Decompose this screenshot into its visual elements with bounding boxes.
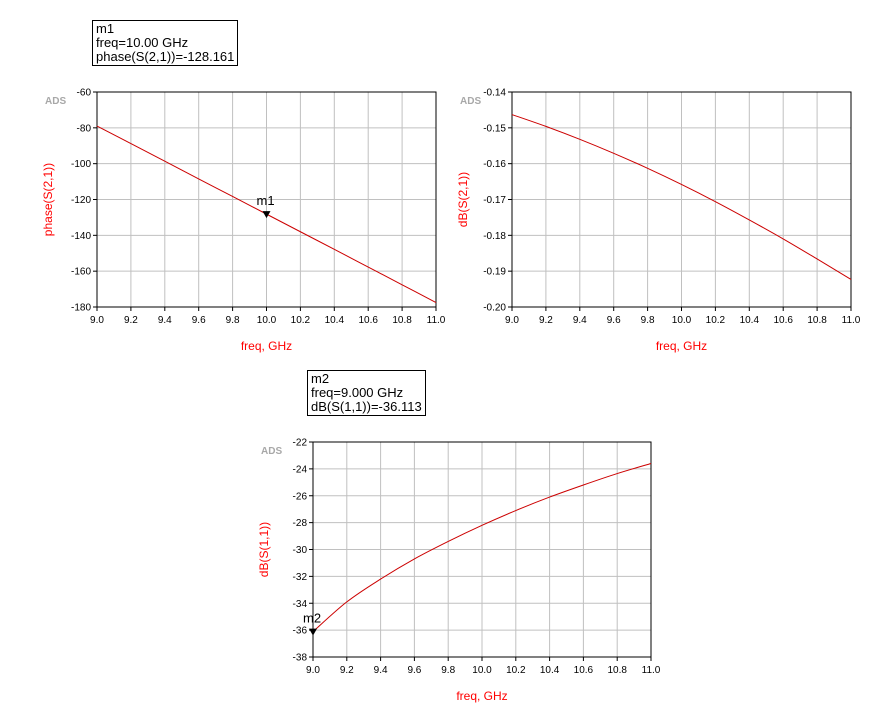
chart-2-ytick-label: -0.18 <box>483 231 506 242</box>
chart-1-xtick-label: 10.2 <box>291 315 311 326</box>
chart-3-ytick-label: -36 <box>293 626 308 637</box>
marker-box-m1-value: phase(S(2,1))=-128.161 <box>96 49 235 64</box>
chart-2-watermark: ADS <box>460 96 481 107</box>
chart-2-xtick-label: 10.2 <box>706 315 726 326</box>
chart-3-xtick-label: 9.4 <box>374 665 388 676</box>
chart-2-xtick-label: 9.8 <box>641 315 655 326</box>
chart-3-series-1-line <box>312 463 652 633</box>
chart-1-ytick-label: -140 <box>71 231 91 242</box>
chart-3-ytick-label: -30 <box>293 545 308 556</box>
chart-3: 9.0 9.2 9.4 9.6 9.8 10.0 10.2 10.4 10.6 10.8 11.0 -… <box>257 438 661 704</box>
chart-1-xtick-label: 11.0 <box>427 315 446 326</box>
chart-2-xtick-label: 10.6 <box>773 315 793 326</box>
chart-2-xtick-label: 9.4 <box>573 315 587 326</box>
chart-3-xtick-label: 10.8 <box>607 665 627 676</box>
chart-1-marker-triangle-icon <box>262 211 271 219</box>
marker-box-m2-freq: freq=9.000 GHz <box>311 385 404 400</box>
chart-2-xtick-label: 10.0 <box>672 315 692 326</box>
chart-3-xtick-label: 10.0 <box>472 665 492 676</box>
chart-1-ytick-label: -80 <box>77 123 92 134</box>
marker-box-m1-name: m1 <box>96 21 115 36</box>
chart-2-xtick-label: 9.0 <box>505 315 519 326</box>
chart-1-xtick-label: 10.8 <box>392 315 412 326</box>
chart-2-xtick-label: 9.6 <box>607 315 621 326</box>
chart-2-xtick-label: 9.2 <box>539 315 553 326</box>
chart-2-ytick-label: -0.16 <box>483 159 506 170</box>
chart-3-xtick-label: 11.0 <box>642 665 661 676</box>
chart-2-ytick-label: -0.20 <box>483 303 506 314</box>
chart-3-marker-label: m2 <box>303 611 321 626</box>
chart-1-ytick-label: -120 <box>71 195 91 206</box>
marker-box-m2-name: m2 <box>311 371 330 386</box>
chart-1-xtick-label: 10.0 <box>257 315 277 326</box>
chart-1-xtick-label: 9.4 <box>158 315 172 326</box>
chart-2-ylabel: dB(S(2,1)) <box>456 172 470 227</box>
chart-3-xtick-label: 9.2 <box>340 665 354 676</box>
chart-2-series-1-line <box>511 114 852 280</box>
chart-1-ytick-label: -60 <box>77 88 92 99</box>
chart-1-marker-label: m1 <box>257 193 275 208</box>
chart-1: 9.0 9.2 9.4 9.6 9.8 10.0 10.2 10.4 10.6 10.8 11.0 -… <box>41 88 446 354</box>
marker-box-m1: m1 freq=10.00 GHz phase(S(2,1))=-128.161 <box>92 20 239 66</box>
chart-3-xtick-label: 9.8 <box>441 665 455 676</box>
chart-3-ytick-label: -38 <box>293 653 308 664</box>
chart-2-ytick-label: -0.19 <box>483 267 506 278</box>
chart-2-ytick-label: -0.14 <box>483 88 506 99</box>
chart-2-ytick-label: -0.17 <box>483 195 506 206</box>
chart-1-xtick-label: 10.6 <box>358 315 378 326</box>
chart-1-watermark: ADS <box>45 96 66 107</box>
chart-3-ytick-label: -24 <box>293 464 308 475</box>
chart-3-ytick-label: -26 <box>293 491 308 502</box>
chart-3-xtick-label: 10.6 <box>574 665 594 676</box>
chart-3-ytick-label: -28 <box>293 518 308 529</box>
chart-1-ytick-label: -100 <box>71 159 91 170</box>
chart-3-ytick-label: -22 <box>293 438 308 449</box>
chart-1-ytick-label: -180 <box>71 303 91 314</box>
marker-box-m2: m2 freq=9.000 GHz dB(S(1,1))=-36.113 <box>307 370 426 416</box>
chart-1-xtick-label: 9.2 <box>124 315 138 326</box>
chart-3-xtick-label: 10.4 <box>540 665 560 676</box>
chart-3-marker-triangle-icon <box>309 628 317 636</box>
chart-1-ytick-label: -160 <box>71 267 91 278</box>
chart-2-ytick-label: -0.15 <box>483 123 506 134</box>
chart-3-xtick-label: 10.2 <box>506 665 526 676</box>
chart-2-xlabel: freq, GHz <box>656 339 707 353</box>
chart-2-xtick-label: 10.4 <box>740 315 760 326</box>
chart-1-xtick-label: 9.0 <box>90 315 104 326</box>
chart-2-xtick-label: 11.0 <box>842 315 861 326</box>
chart-3-watermark: ADS <box>261 446 282 457</box>
marker-box-m2-value: dB(S(1,1))=-36.113 <box>311 399 422 414</box>
chart-2-xtick-label: 10.8 <box>807 315 827 326</box>
chart-1-xtick-label: 9.8 <box>226 315 240 326</box>
chart-3-xtick-label: 9.0 <box>306 665 320 676</box>
marker-box-m1-freq: freq=10.00 GHz <box>96 35 189 50</box>
chart-1-xtick-label: 9.6 <box>192 315 206 326</box>
chart-3-ytick-label: -32 <box>293 572 308 583</box>
chart-3-ytick-label: -34 <box>293 599 308 610</box>
chart-1-xlabel: freq, GHz <box>241 339 292 353</box>
chart-2: 9.0 9.2 9.4 9.6 9.8 10.0 10.2 10.4 10.6 10.8 11.0 -… <box>456 88 861 354</box>
chart-3-xtick-label: 9.6 <box>407 665 421 676</box>
chart-1-xtick-label: 10.4 <box>325 315 345 326</box>
chart-3-xlabel: freq, GHz <box>456 689 507 703</box>
chart-1-ylabel: phase(S(2,1)) <box>41 163 55 236</box>
chart-3-ylabel: dB(S(1,1)) <box>257 522 271 577</box>
